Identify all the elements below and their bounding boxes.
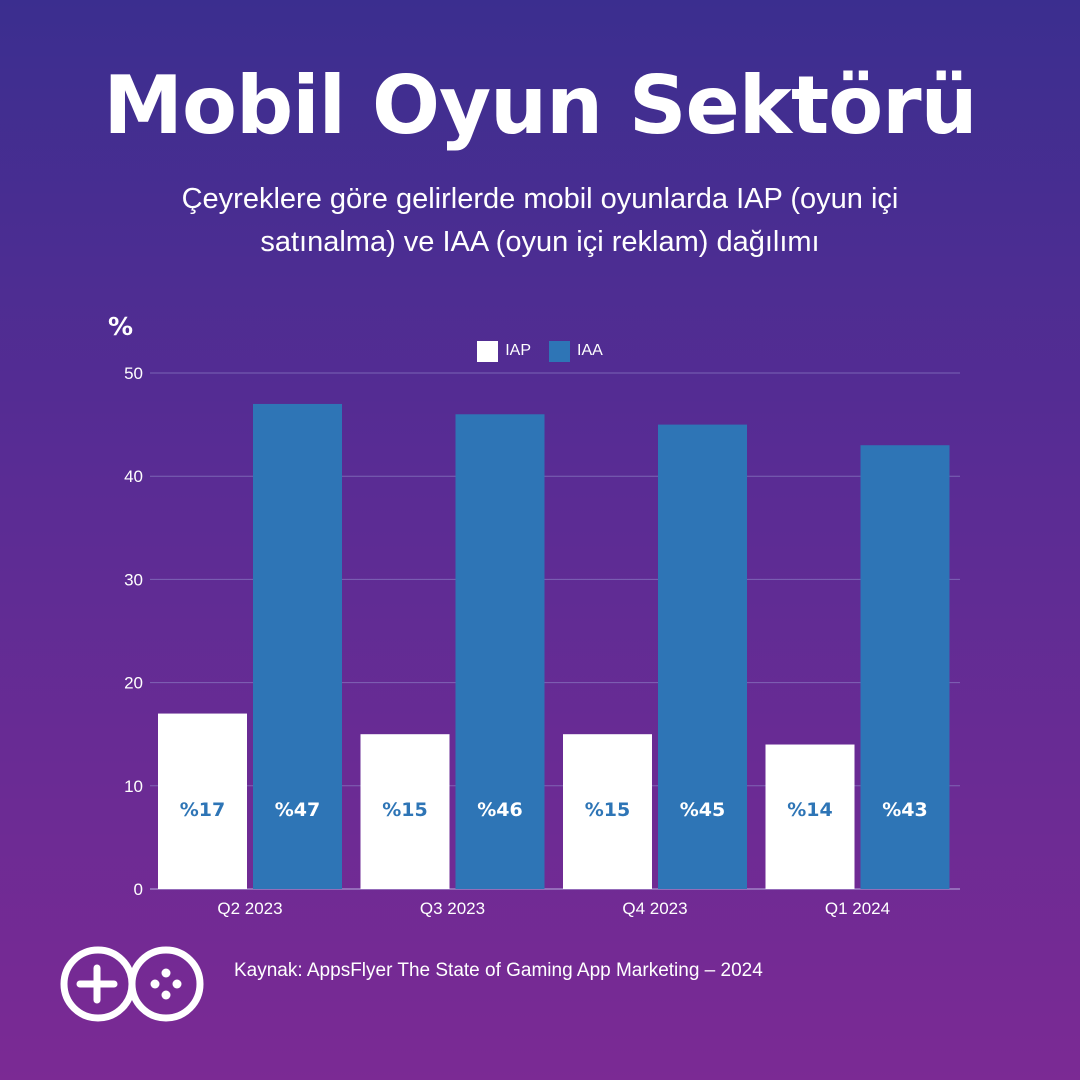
bar-iap [563, 734, 652, 889]
chart-legend: IAP IAA [0, 339, 1080, 363]
x-tick-label: Q2 2023 [217, 899, 282, 918]
data-label-iaa: %47 [275, 799, 320, 821]
go-gamepad-logo-icon [60, 946, 204, 1022]
y-tick-label: 40 [124, 467, 143, 486]
legend-swatch-iap [477, 340, 499, 362]
bar-iaa [253, 403, 342, 889]
y-tick-label: 10 [124, 777, 143, 796]
data-label-iaa: %46 [477, 799, 522, 821]
bar-iaa [455, 414, 545, 889]
y-tick-label: 0 [134, 880, 143, 899]
y-tick-label: 20 [124, 674, 143, 693]
chart-subtitle: Çeyreklere göre gelirlerde mobil oyunlar… [181, 183, 899, 258]
legend-item-iaa: IAA [549, 340, 603, 362]
data-label-iaa: %43 [882, 799, 927, 821]
legend-label-iaa: IAA [577, 342, 603, 359]
data-label-iap: %17 [180, 799, 225, 821]
x-tick-label: Q3 2023 [420, 899, 485, 918]
bar-iap [765, 744, 855, 889]
x-tick-label: Q4 2023 [622, 899, 687, 918]
bar-iap [158, 713, 247, 889]
x-tick-label: Q1 2024 [825, 899, 890, 918]
bar-iap [360, 734, 450, 889]
y-tick-label: 30 [124, 570, 143, 589]
legend-label-iap: IAP [505, 342, 531, 359]
data-label-iap: %14 [787, 799, 832, 821]
y-axis-unit: % [108, 312, 134, 341]
bar-iaa [860, 445, 950, 889]
bar-iaa [658, 424, 747, 889]
y-tick-label: 50 [124, 364, 143, 383]
data-label-iaa: %45 [680, 799, 725, 821]
page-title: Mobil Oyun Sektörü [103, 59, 977, 152]
data-label-iap: %15 [585, 799, 630, 821]
source-note: Kaynak: AppsFlyer The State of Gaming Ap… [234, 960, 763, 981]
legend-swatch-iaa [549, 340, 570, 362]
data-label-iap: %15 [382, 799, 427, 821]
legend-item-iap: IAP [477, 340, 531, 362]
